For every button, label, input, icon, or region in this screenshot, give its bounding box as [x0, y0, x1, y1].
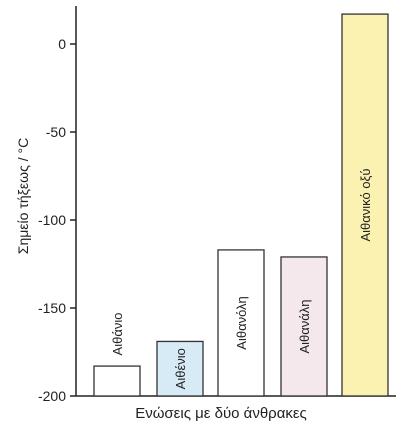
bar-label: Αιθένιο — [173, 348, 188, 389]
x-axis-title: Ενώσεις με δύο άνθρακες — [135, 405, 307, 422]
bar — [156, 340, 204, 397]
bar-label: Αιθανόλη — [234, 296, 249, 350]
bar-label: Αιθανικό οξύ — [358, 169, 373, 242]
bar — [93, 365, 141, 397]
y-axis-title: Σημείο τήξεως / °C — [15, 138, 31, 254]
bar-label: Αιθανάλη — [297, 299, 312, 353]
bar — [341, 13, 389, 397]
y-tick-label: -50 — [46, 124, 66, 140]
bar-labels: Αιθάνιο Αιθένιο Αιθανόλη Αιθανάλη Αιθανικό ο… — [110, 169, 373, 390]
y-tick-label: 0 — [58, 36, 66, 52]
bar — [280, 256, 328, 397]
bar — [217, 249, 265, 397]
y-tick-label: -200 — [38, 388, 66, 404]
bars — [93, 13, 389, 397]
y-tick-label: -150 — [38, 300, 66, 316]
y-ticks: 0 -50 -100 -150 -200 — [38, 36, 76, 404]
y-tick-label: -100 — [38, 212, 66, 228]
bar-label: Αιθάνιο — [110, 313, 125, 356]
